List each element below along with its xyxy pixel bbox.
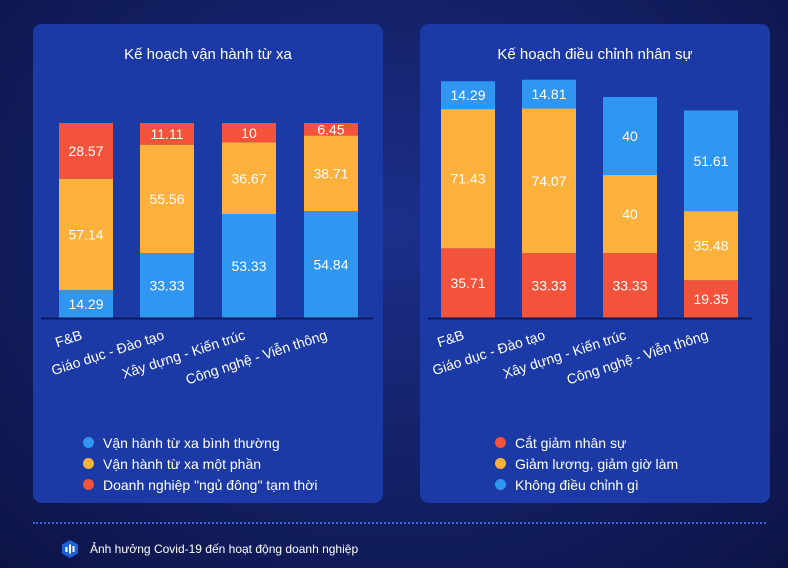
bar-segment bbox=[140, 144, 194, 254]
data-label: 54.84 bbox=[313, 257, 348, 273]
data-label: 53.33 bbox=[231, 258, 266, 274]
legend-item: Vận hành từ xa một phần bbox=[83, 453, 318, 474]
bar-segment bbox=[684, 110, 738, 212]
legend-item: Giảm lương, giảm giờ làm bbox=[495, 453, 678, 474]
bar-segment bbox=[441, 248, 495, 318]
legend-dot-icon bbox=[83, 479, 94, 490]
legend-label: Không điều chỉnh gì bbox=[515, 476, 639, 493]
legend-item: Doanh nghiệp "ngủ đông" tạm thời bbox=[83, 474, 318, 495]
chart-title: Kế hoạch điều chỉnh nhân sự bbox=[497, 46, 693, 63]
data-label: 28.57 bbox=[68, 143, 103, 159]
data-label: 33.33 bbox=[612, 278, 647, 294]
bar-segment bbox=[59, 290, 113, 318]
category-tick-label: F&B bbox=[435, 327, 466, 351]
bar-segment bbox=[441, 81, 495, 110]
bar-segment bbox=[603, 97, 657, 176]
bar-segment bbox=[304, 211, 358, 318]
data-label: 14.29 bbox=[68, 296, 103, 312]
data-label: 11.11 bbox=[151, 126, 184, 142]
bar-segment bbox=[522, 79, 576, 109]
chart-panel-staff-adjustment: Kế hoạch điều chỉnh nhân sự 35.71 71.43 14… bbox=[420, 24, 770, 503]
chart-title: Kế hoạch vận hành từ xa bbox=[124, 46, 292, 63]
data-label: 35.71 bbox=[450, 275, 485, 291]
data-label: 36.67 bbox=[231, 170, 266, 186]
data-label: 33.33 bbox=[531, 278, 566, 294]
data-label: 6.45 bbox=[317, 121, 344, 137]
data-label: 55.56 bbox=[149, 191, 184, 207]
data-label: 10 bbox=[241, 125, 257, 141]
legend-dot-icon bbox=[495, 479, 506, 490]
data-label: 19.35 bbox=[693, 291, 728, 307]
data-label: 40 bbox=[622, 128, 638, 144]
bar-segment bbox=[304, 123, 358, 136]
data-label: 57.14 bbox=[68, 226, 103, 242]
data-label: 51.61 bbox=[693, 153, 728, 169]
legend-dot-icon bbox=[495, 437, 506, 448]
bar-segment bbox=[222, 123, 276, 143]
legend: Cắt giảm nhân sự Giảm lương, giảm giờ là… bbox=[495, 432, 678, 495]
data-label: 33.33 bbox=[149, 278, 184, 294]
legend: Vận hành từ xa bình thường Vận hành từ x… bbox=[83, 432, 318, 495]
category-tick-label: F&B bbox=[53, 327, 84, 351]
bar-segment bbox=[603, 175, 657, 254]
legend-dot-icon bbox=[83, 458, 94, 469]
footer-caption: Ảnh hưởng Covid-19 đến hoạt động doanh n… bbox=[90, 542, 359, 556]
chart-panel-remote-operation: Kế hoạch vận hành từ xa 14.29 57.14 28.57 F… bbox=[33, 24, 383, 503]
legend-label: Vận hành từ xa một phần bbox=[103, 455, 262, 472]
data-label: 14.29 bbox=[450, 87, 485, 103]
category-tick-label: Công nghệ - Viễn thông bbox=[565, 327, 710, 388]
legend-label: Giảm lương, giảm giờ làm bbox=[515, 455, 679, 472]
legend-dot-icon bbox=[83, 437, 94, 448]
legend-item: Cắt giảm nhân sự bbox=[495, 432, 678, 453]
category-tick-label: Công nghệ - Viễn thông bbox=[184, 327, 329, 388]
bar-segment bbox=[441, 109, 495, 249]
bar-segment bbox=[140, 253, 194, 318]
bar-segment bbox=[222, 142, 276, 215]
data-label: 14.81 bbox=[531, 86, 566, 102]
data-label: 71.43 bbox=[450, 171, 485, 187]
data-label: 74.07 bbox=[531, 173, 566, 189]
bar-segment bbox=[140, 123, 194, 145]
chart-logo-icon bbox=[62, 540, 78, 558]
legend-label: Cắt giảm nhân sự bbox=[515, 434, 627, 451]
legend-label: Doanh nghiệp "ngủ đông" tạm thời bbox=[103, 476, 318, 493]
bar-segment bbox=[603, 253, 657, 318]
bar-segment bbox=[59, 178, 113, 291]
legend-dot-icon bbox=[495, 458, 506, 469]
data-label: 35.48 bbox=[693, 238, 728, 254]
footer-divider bbox=[33, 522, 766, 524]
bar-segment bbox=[684, 211, 738, 281]
legend-item: Không điều chỉnh gì bbox=[495, 474, 678, 495]
legend-label: Vận hành từ xa bình thường bbox=[103, 434, 280, 451]
bar-segment bbox=[304, 135, 358, 212]
bar-segment bbox=[59, 123, 113, 179]
data-label: 38.71 bbox=[313, 165, 348, 181]
data-label: 40 bbox=[622, 206, 638, 222]
bar-segment bbox=[684, 280, 738, 318]
bar-segment bbox=[222, 214, 276, 318]
legend-item: Vận hành từ xa bình thường bbox=[83, 432, 318, 453]
bar-segment bbox=[522, 253, 576, 318]
bar-segment bbox=[522, 108, 576, 254]
